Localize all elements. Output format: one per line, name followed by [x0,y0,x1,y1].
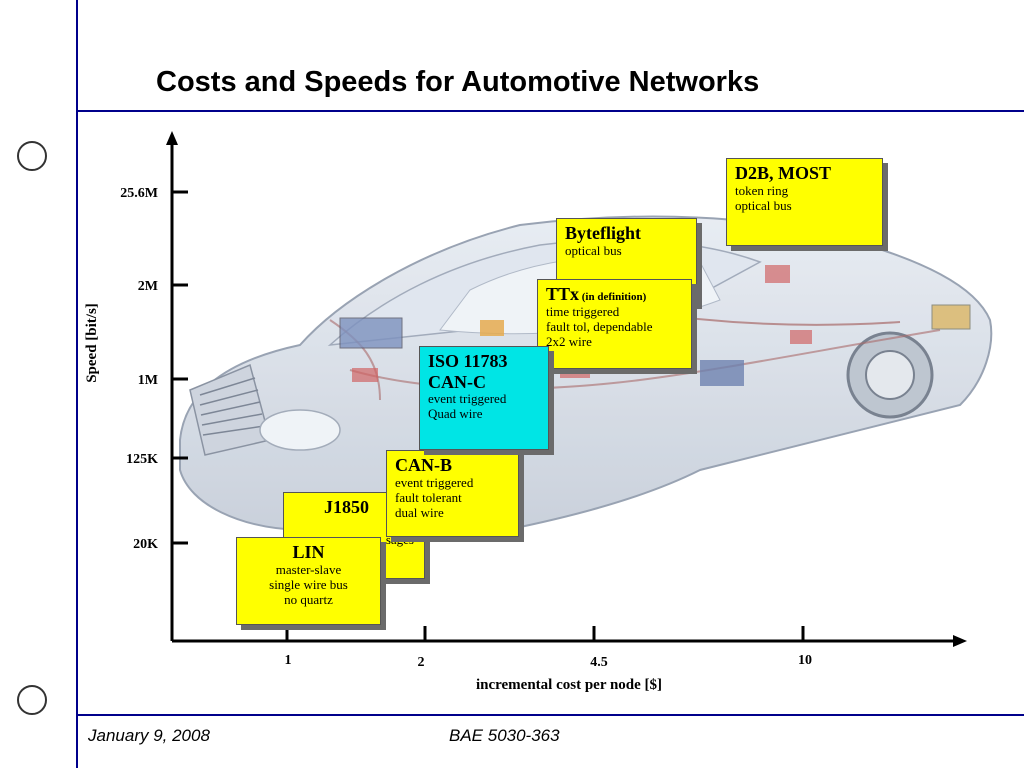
y-tick-label: 25.6M [120,186,158,201]
x-tick-label: 10 [798,653,812,668]
note-line: 2x2 wire [546,333,592,349]
footer-date: January 9, 2008 [88,726,210,745]
x-axis-title: incremental cost per node [$] [476,677,662,693]
note-line: fault tol, dependable [546,318,653,334]
x-tick-label: 4.5 [590,655,608,670]
note-ttx: TTx (in definition) time triggered fault t… [537,279,692,369]
title-rule [76,110,1024,112]
left-rule [76,0,78,768]
note-name: J1850 [324,497,369,517]
note-name: TTx (in definition) [546,284,647,304]
note-line: event triggered [395,474,474,490]
note-name: LIN [292,542,325,562]
footer-course: BAE 5030-363 [449,726,560,745]
y-tick-label: 1M [138,373,158,388]
x-tick-label: 2 [418,655,425,670]
note-line: dual wire [395,504,444,520]
note-line: master-slave [275,561,342,577]
bottom-circle [17,685,47,715]
note-line: no quartz [284,591,333,607]
y-tick-label: 125K [126,452,158,467]
footer-rule [76,714,1024,716]
note-line: optical bus [565,242,622,258]
note-line: Quad wire [428,406,483,422]
note-line: time triggered [546,303,620,319]
note-iso-11783-can-c: ISO 11783 CAN-C event triggered Quad wire [419,346,549,450]
note-name: Byteflight [565,223,641,243]
note-d2b-most: D2B, MOST token ring optical bus [726,158,883,246]
car-illustration [179,215,993,537]
note-qualifier: (in definition) [579,291,647,303]
note-can-b: CAN-B event triggered fault tolerant dual w… [386,450,519,537]
x-tick-label: 1 [285,653,292,668]
top-circle [17,141,47,171]
note-line: token ring [735,182,789,198]
note-name: ISO 11783 CAN-C [428,351,508,392]
note-lin: LIN master-slave single wire bus no quartz [236,537,381,625]
y-tick-label: 2M [138,279,158,294]
note-name: D2B, MOST [735,163,832,183]
y-axis-arrow [166,131,178,145]
note-name: CAN-B [395,455,452,475]
slide-title: Costs and Speeds for Automotive Networks [156,66,760,98]
y-axis-title: Speed [bit/s] [84,303,100,383]
x-axis-arrow [953,635,967,647]
note-line: optical bus [735,197,792,213]
note-line: fault tolerant [395,489,462,505]
note-line: single wire bus [269,576,348,592]
y-tick-label: 20K [133,537,158,552]
note-line: event triggered [428,391,507,407]
